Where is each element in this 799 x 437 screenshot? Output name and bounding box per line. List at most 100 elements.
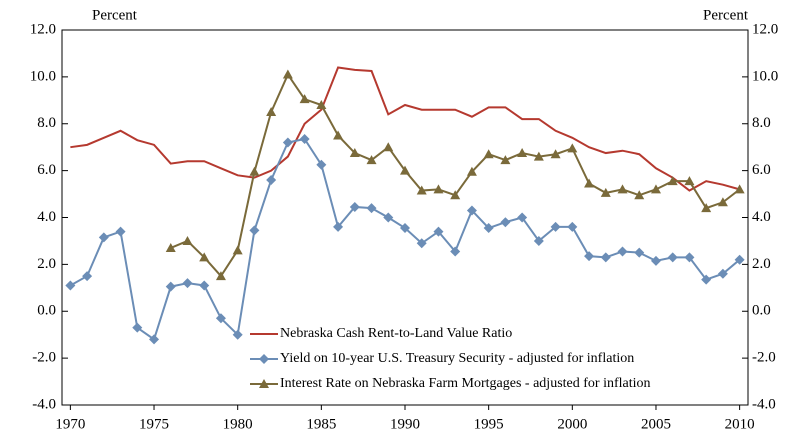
point <box>282 69 293 79</box>
point <box>500 155 511 165</box>
y2-axis-label: Percent <box>703 7 749 23</box>
point <box>550 221 561 232</box>
point <box>734 254 745 265</box>
point <box>366 155 377 165</box>
x-tick-label: 1985 <box>306 416 336 432</box>
y2-tick-label: 8.0 <box>752 115 771 131</box>
point <box>165 242 176 252</box>
point <box>433 184 444 194</box>
point <box>717 197 728 207</box>
x-tick-label: 1995 <box>474 416 504 432</box>
point <box>215 313 226 324</box>
y-tick-label: 12.0 <box>30 21 56 37</box>
y-axis-label: Percent <box>92 7 138 23</box>
y2-tick-label: 2.0 <box>752 256 771 272</box>
x-tick-label: 2000 <box>557 416 587 432</box>
y2-tick-label: -2.0 <box>752 350 776 366</box>
point <box>149 334 160 345</box>
point <box>165 281 176 292</box>
point <box>533 151 544 161</box>
point <box>466 205 477 216</box>
y-tick-label: 8.0 <box>37 115 56 131</box>
point <box>617 184 628 194</box>
point <box>600 187 611 197</box>
point <box>349 201 360 212</box>
point <box>349 148 360 158</box>
point <box>483 149 494 159</box>
point <box>65 280 76 291</box>
point <box>584 178 595 188</box>
legend-label: Yield on 10-year U.S. Treasury Security … <box>280 351 634 366</box>
y-tick-label: 4.0 <box>37 209 56 225</box>
point <box>249 225 260 236</box>
point <box>232 329 243 340</box>
point <box>517 212 528 223</box>
point <box>266 107 277 117</box>
y2-tick-label: 0.0 <box>752 303 771 319</box>
series-line <box>70 66 740 192</box>
point <box>684 252 695 263</box>
point <box>132 322 143 333</box>
y2-tick-label: -4.0 <box>752 396 776 412</box>
point <box>333 130 344 140</box>
point <box>199 252 210 262</box>
y2-tick-label: 10.0 <box>752 68 778 84</box>
legend-marker <box>259 379 269 388</box>
point <box>333 221 344 232</box>
x-tick-label: 1990 <box>390 416 420 432</box>
point <box>634 190 645 200</box>
point <box>734 184 745 194</box>
legend-label: Interest Rate on Nebraska Farm Mortgages… <box>280 376 651 391</box>
point <box>182 278 193 289</box>
y-tick-label: 2.0 <box>37 256 56 272</box>
point <box>266 175 277 185</box>
point <box>650 184 661 194</box>
point <box>232 245 243 255</box>
y2-tick-label: 4.0 <box>752 209 771 225</box>
point <box>533 235 544 246</box>
point <box>383 142 394 152</box>
point <box>199 280 210 291</box>
x-tick-label: 1975 <box>139 416 169 432</box>
point <box>617 246 628 257</box>
point <box>299 94 310 104</box>
plot-frame <box>61 29 749 406</box>
point <box>249 166 260 176</box>
point <box>115 226 126 237</box>
x-tick-label: 2010 <box>725 416 755 432</box>
point <box>182 235 193 245</box>
point <box>667 252 678 263</box>
point <box>567 143 578 153</box>
point <box>466 166 477 176</box>
point <box>416 185 427 195</box>
point <box>383 212 394 223</box>
x-tick-label: 1970 <box>55 416 85 432</box>
point <box>82 271 93 282</box>
point <box>400 165 410 175</box>
point <box>366 203 377 214</box>
point <box>416 238 427 249</box>
y-tick-label: 0.0 <box>37 303 56 319</box>
point <box>215 271 226 281</box>
point <box>684 176 695 186</box>
point <box>299 133 310 144</box>
y2-tick-label: 12.0 <box>752 21 778 37</box>
point <box>316 159 327 170</box>
point <box>450 246 461 257</box>
point <box>667 176 678 186</box>
legend-label: Nebraska Cash Rent-to-Land Value Ratio <box>280 326 512 341</box>
y-tick-label: -2.0 <box>32 350 56 366</box>
point <box>634 247 645 258</box>
point <box>701 203 712 213</box>
point <box>550 149 561 159</box>
x-tick-label: 1980 <box>223 416 253 432</box>
point <box>316 100 327 109</box>
point <box>483 223 494 234</box>
point <box>701 274 712 285</box>
legend-marker <box>259 354 269 364</box>
y-tick-label: -4.0 <box>32 396 56 412</box>
point <box>717 268 728 279</box>
point <box>567 221 578 232</box>
legend: Nebraska Cash Rent-to-Land Value Ratio Yi… <box>250 326 651 391</box>
